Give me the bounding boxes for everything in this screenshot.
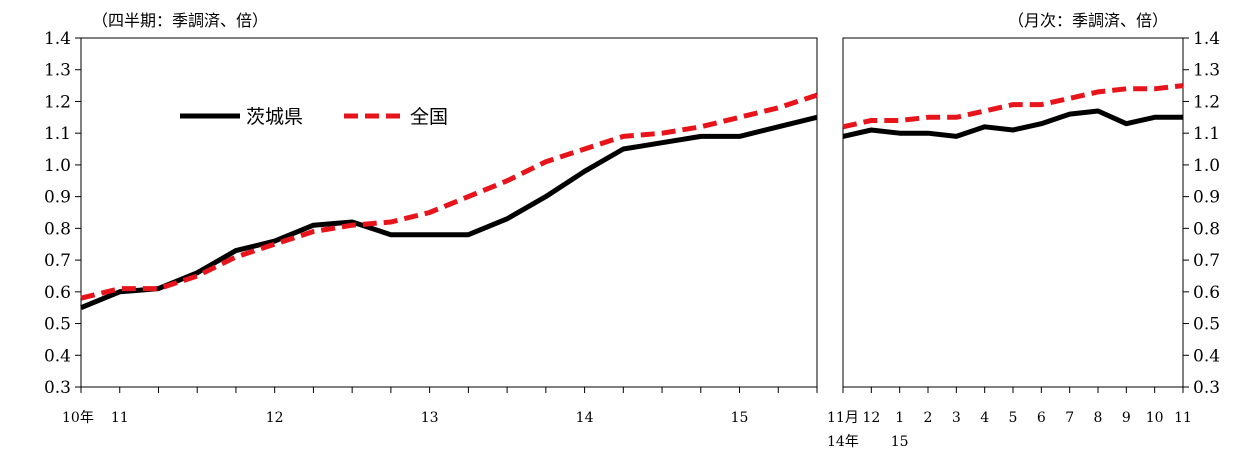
y-tick-label: 1.2	[44, 92, 71, 112]
x-tick-label: 6	[1037, 410, 1046, 426]
y-tick-label: 1.0	[44, 156, 71, 176]
x-tick-label: 10	[1146, 410, 1164, 426]
legend-label-national: 全国	[410, 106, 448, 128]
y-tick-label: 1.1	[44, 124, 71, 144]
x-tick-label: 12	[266, 410, 284, 426]
x-tick-label: 9	[1122, 410, 1131, 426]
x-tick-label: 11	[1174, 410, 1192, 426]
x-year-label: 15	[891, 434, 909, 450]
x-tick-label: 14	[576, 410, 594, 426]
y-tick-label: 1.4	[44, 29, 71, 49]
series-line-national-monthly	[842, 83, 1184, 130]
y-tick-label: 0.9	[1193, 188, 1220, 208]
y-tick-label: 0.6	[44, 283, 71, 303]
y-tick-label: 0.5	[44, 315, 71, 335]
series-line-ibaraki-quarterly	[80, 114, 818, 311]
y-tick-label: 1.3	[44, 61, 71, 81]
y-tick-label: 0.4	[44, 346, 71, 366]
x-tick-label: 11月	[827, 410, 859, 426]
y-tick-label: 0.3	[44, 378, 71, 398]
x-tick-label: 7	[1065, 410, 1074, 426]
legend-label-ibaraki: 茨城県	[246, 106, 303, 128]
y-tick-label: 1.0	[1193, 156, 1220, 176]
x-tick-label: 2	[924, 410, 933, 426]
y-tick-label: 0.7	[1193, 251, 1220, 271]
legend: 茨城県 全国	[180, 106, 448, 128]
right-unit-label: （月次：季調済、倍）	[1008, 11, 1168, 30]
x-tick-label: 5	[1009, 410, 1018, 426]
y-tick-label: 1.4	[1193, 29, 1220, 49]
x-tick-label: 15	[731, 410, 749, 426]
y-tick-label: 0.7	[44, 251, 71, 271]
y-tick-label: 0.8	[44, 219, 71, 239]
x-tick-label: 11	[111, 410, 129, 426]
y-tick-label: 0.6	[1193, 283, 1220, 303]
y-tick-label: 1.3	[1193, 61, 1220, 81]
y-tick-label: 0.3	[1193, 378, 1220, 398]
quarterly-panel: 0.3 0.4 0.5 0.6 0.7 0.8 0.9 1.0 1.1 1.2 1.3 1.4 10年 1…	[44, 29, 818, 426]
series-line-ibaraki-monthly	[842, 108, 1183, 139]
x-tick-label: 12	[862, 410, 880, 426]
x-tick-label: 13	[421, 410, 439, 426]
series-line-national-quarterly	[80, 92, 818, 301]
y-tick-label: 0.8	[1193, 219, 1220, 239]
x-tick-label: 1	[895, 410, 904, 426]
x-tick-label: 4	[980, 410, 989, 426]
y-tick-label: 0.9	[44, 188, 71, 208]
monthly-plot-frame	[842, 37, 1184, 388]
x-tick-label: 3	[952, 410, 961, 426]
left-unit-label: （四半期：季調済、倍）	[92, 11, 268, 30]
x-tick-label: 10年	[62, 410, 94, 426]
x-tick-label: 8	[1094, 410, 1103, 426]
y-tick-label: 1.1	[1193, 124, 1220, 144]
y-tick-label: 0.4	[1193, 346, 1220, 366]
x-year-label: 14年	[827, 434, 859, 450]
y-tick-label: 1.2	[1193, 92, 1220, 112]
quarterly-plot-frame	[80, 37, 818, 388]
y-tick-label: 0.5	[1193, 315, 1220, 335]
